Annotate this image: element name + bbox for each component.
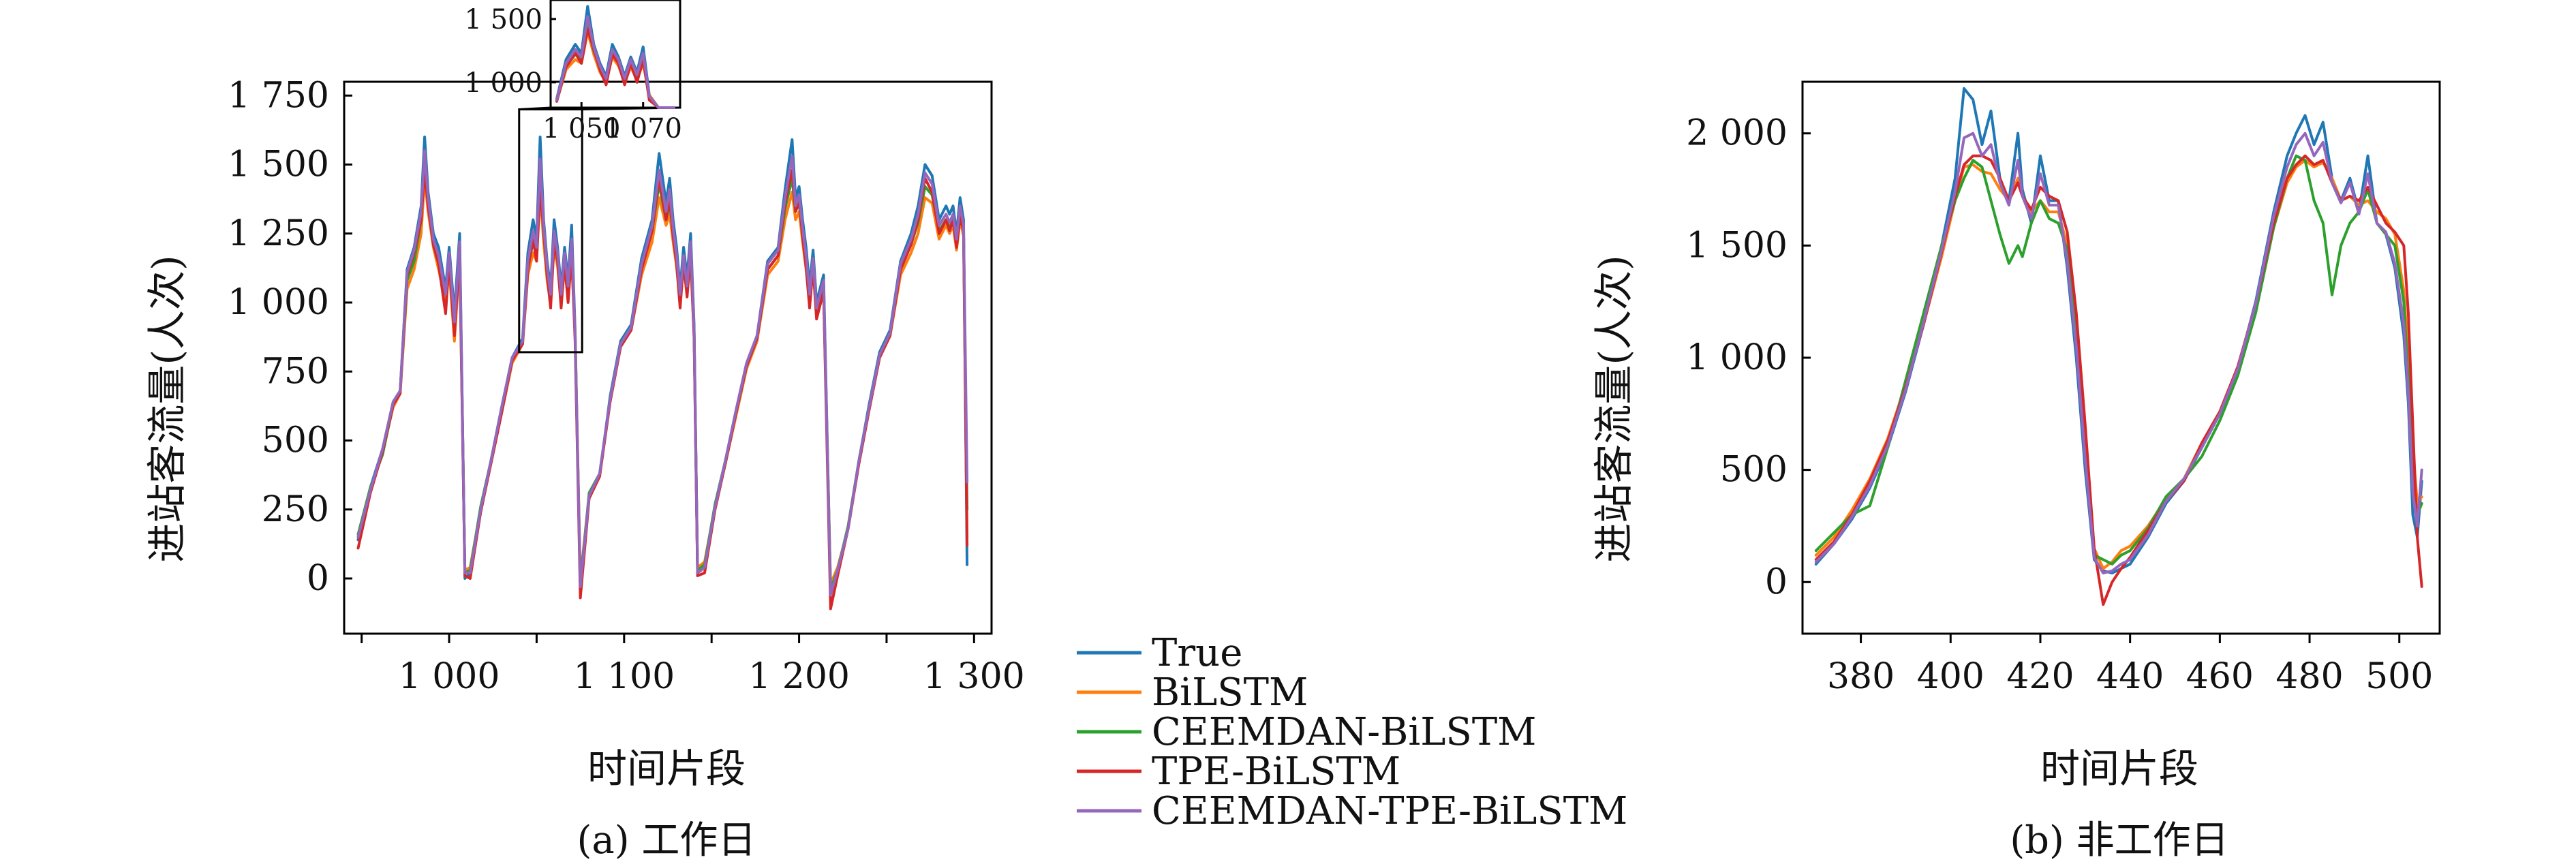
legend-label: CEEMDAN-BiLSTM [1152, 710, 1537, 754]
inset-line-ceemdan-tpe-bilstm [555, 15, 675, 109]
y-tick-label: 2 000 [1686, 113, 1788, 154]
y-tick-label: 750 [262, 351, 329, 392]
x-tick-label: 380 [1827, 656, 1895, 697]
inset-y-tick-label: 1 500 [464, 4, 542, 35]
x-tick-label: 460 [2186, 656, 2254, 697]
y-tick-label: 500 [262, 420, 329, 461]
chart-panel-nonworkday: 0 500 1 000 1 500 2 000 380 400 420 440 460 480 50… [1591, 80, 2441, 863]
x-axis-title-a: 时间片段 [587, 745, 746, 792]
legend-label: CEEMDAN-TPE-BiLSTM [1152, 789, 1627, 833]
legend-label: BiLSTM [1152, 670, 1308, 715]
inset-x-tick-label: 1 050 [542, 113, 621, 144]
inset-x-tick-label: 1 070 [604, 113, 682, 144]
series-line-tpe-bilstm [1814, 154, 2423, 606]
inset-frame [549, 0, 681, 109]
x-tick-label: 1 200 [748, 656, 850, 697]
series-line-ceemdan-tpe-bilstm [356, 149, 969, 597]
zoom-connector-left [519, 106, 551, 110]
caption-a: (a) 工作日 [577, 818, 756, 863]
y-ticks-a: 0 250 500 750 1 000 1 250 1 500 1 750 [228, 75, 352, 599]
inset-y-tick-label: 1 000 [464, 67, 542, 99]
legend: TrueBiLSTMCEEMDAN-BiLSTMTPE-BiLSTMCEEMDA… [1077, 631, 1627, 833]
inset-line-tpe-bilstm [555, 27, 675, 109]
y-tick-label: 0 [1765, 561, 1788, 602]
caption-b: (b) 非工作日 [2010, 818, 2228, 863]
legend-label: True [1152, 631, 1242, 675]
y-tick-label: 0 [307, 558, 329, 599]
y-axis-title-a: 进站客流量(人次) [144, 255, 190, 562]
series-line-ceemdan-tpe-bilstm [1814, 132, 2423, 575]
x-axis-title-b: 时间片段 [2040, 745, 2198, 792]
y-ticks-b: 0 500 1 000 1 500 2 000 [1686, 113, 1811, 602]
y-tick-label: 1 000 [228, 282, 329, 323]
x-ticks-a: 1 000 1 100 1 200 1 300 [361, 634, 1025, 697]
series-line-true [1814, 87, 2423, 575]
y-axis-title-b: 进站客流量(人次) [1591, 255, 1637, 562]
y-tick-label: 1 750 [228, 75, 329, 116]
inset-line-ceemdan-bilstm [555, 24, 675, 109]
series-line-bilstm [1814, 159, 2423, 570]
x-tick-label: 1 000 [399, 656, 500, 697]
x-tick-label: 420 [2006, 656, 2074, 697]
x-tick-label: 480 [2275, 656, 2343, 697]
y-tick-label: 250 [262, 489, 329, 530]
y-tick-label: 1 500 [1686, 225, 1788, 266]
x-tick-label: 440 [2096, 656, 2164, 697]
series-group-b [1814, 87, 2423, 606]
plot-frame-a [343, 80, 993, 635]
chart-panel-workday: 0 250 500 750 1 000 1 250 1 500 1 750 1 000 1 10… [144, 0, 1025, 863]
x-tick-label: 1 300 [923, 656, 1025, 697]
series-line-tpe-bilstm [356, 168, 969, 610]
y-tick-label: 1 500 [228, 144, 329, 185]
legend-label: TPE-BiLSTM [1152, 749, 1400, 794]
series-group-a [356, 136, 969, 610]
inset-line-bilstm [555, 30, 675, 109]
x-tick-label: 500 [2365, 656, 2433, 697]
inset-series-group [555, 5, 675, 109]
series-line-ceemdan-bilstm [1814, 154, 2423, 566]
x-ticks-b: 380 400 420 440 460 480 500 [1827, 634, 2433, 697]
y-tick-label: 500 [1720, 450, 1788, 491]
x-tick-label: 400 [1917, 656, 1984, 697]
zoom-box [518, 108, 583, 354]
y-tick-label: 1 000 [1686, 337, 1788, 378]
y-tick-label: 1 250 [228, 213, 329, 254]
x-tick-label: 1 100 [573, 656, 675, 697]
